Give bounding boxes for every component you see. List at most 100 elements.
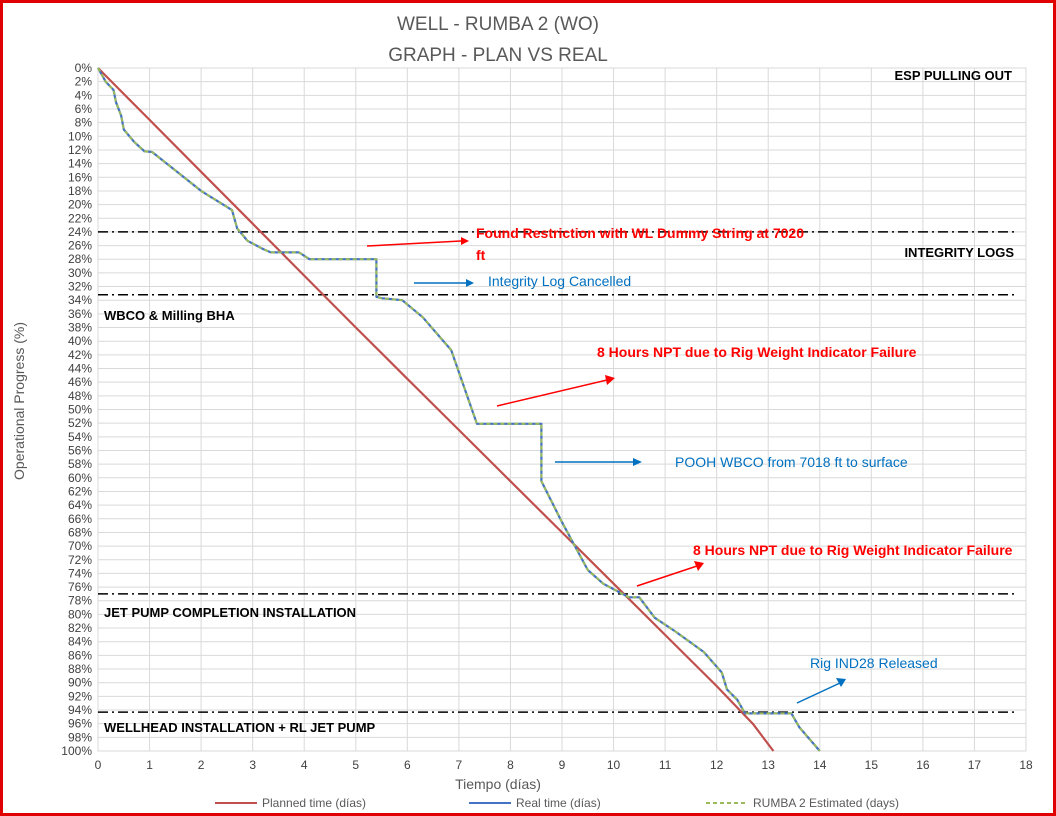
y-tick-label: 42% (68, 348, 92, 362)
x-tick-label: 7 (456, 758, 463, 772)
annotation-arrowhead-pooh (633, 458, 642, 466)
legend: Planned time (días) Real time (días) RUM… (215, 796, 899, 810)
y-tick-label: 50% (68, 403, 92, 417)
annotation-arrowhead-restriction (461, 237, 469, 245)
legend-label-estimated: RUMBA 2 Estimated (days) (753, 796, 899, 810)
chart-title: WELL - RUMBA 2 (WO) (397, 14, 599, 35)
phase-label-integrity-logs: INTEGRITY LOGS (904, 245, 1014, 260)
x-tick-label: 6 (404, 758, 411, 772)
annotation-arrowhead-integrity (466, 279, 474, 287)
y-tick-label: 24% (68, 225, 92, 239)
y-tick-label: 0% (75, 61, 93, 75)
x-tick-label: 17 (968, 758, 982, 772)
chart-subtitle: GRAPH - PLAN VS REAL (388, 45, 608, 66)
y-tick-label: 28% (68, 252, 92, 266)
annotation-rig-released: Rig IND28 Released (810, 655, 938, 671)
x-tick-label: 4 (301, 758, 308, 772)
legend-label-planned: Planned time (días) (262, 796, 366, 810)
x-tick-label: 14 (813, 758, 827, 772)
phase-label-jet-pump-completion: JET PUMP COMPLETION INSTALLATION (104, 605, 356, 620)
x-tick-label: 15 (865, 758, 879, 772)
y-tick-label: 10% (68, 129, 92, 143)
x-tick-label: 13 (762, 758, 776, 772)
x-tick-label: 8 (507, 758, 514, 772)
annotation-npt-1: 8 Hours NPT due to Rig Weight Indicator … (597, 344, 917, 360)
y-tick-label: 74% (68, 566, 92, 580)
annotation-restriction: Found Restriction with WL Dummy String a… (476, 225, 804, 241)
annotation-integrity-cancelled: Integrity Log Cancelled (488, 273, 631, 289)
x-tick-label: 16 (916, 758, 930, 772)
y-tick-label: 56% (68, 443, 92, 457)
annotation-arrow-restriction (366, 240, 462, 247)
y-tick-label: 98% (68, 730, 92, 744)
x-tick-label: 10 (607, 758, 621, 772)
y-tick-label: 22% (68, 211, 92, 225)
ticks-layer: 0 1 2 3 4 5 6 7 8 9 10 11 12 13 14 15 16 17 180%2%4%6%8%10… (61, 61, 1033, 772)
y-tick-label: 48% (68, 389, 92, 403)
annotation-restriction-line2: ft (476, 247, 486, 263)
y-tick-label: 52% (68, 416, 92, 430)
x-tick-label: 9 (559, 758, 566, 772)
y-tick-label: 62% (68, 484, 92, 498)
y-tick-label: 64% (68, 498, 92, 512)
y-tick-label: 82% (68, 621, 92, 635)
x-tick-label: 2 (198, 758, 205, 772)
x-tick-label: 0 (95, 758, 102, 772)
y-tick-label: 30% (68, 266, 92, 280)
y-tick-label: 76% (68, 580, 92, 594)
y-tick-label: 12% (68, 143, 92, 157)
annotation-arrowhead-rig-released (836, 678, 846, 687)
x-tick-label: 5 (352, 758, 359, 772)
phase-label-wbco-milling: WBCO & Milling BHA (104, 308, 235, 323)
phase-label-wellhead-installation: WELLHEAD INSTALLATION + RL JET PUMP (104, 720, 376, 735)
y-tick-label: 94% (68, 703, 92, 717)
y-tick-label: 96% (68, 717, 92, 731)
y-tick-label: 4% (75, 88, 93, 102)
phase-labels: ESP PULLING OUT INTEGRITY LOGS WBCO & Mi… (104, 68, 1014, 735)
y-tick-label: 72% (68, 553, 92, 567)
series-layer (97, 67, 821, 752)
y-tick-label: 20% (68, 198, 92, 212)
y-tick-label: 68% (68, 525, 92, 539)
y-tick-label: 86% (68, 648, 92, 662)
planned-time-line (97, 67, 775, 752)
y-tick-label: 34% (68, 293, 92, 307)
x-tick-label: 18 (1019, 758, 1033, 772)
y-tick-label: 78% (68, 594, 92, 608)
y-tick-label: 8% (75, 116, 93, 130)
annotation-arrowhead-npt-1 (605, 375, 615, 385)
y-tick-label: 100% (61, 744, 92, 758)
y-tick-label: 18% (68, 184, 92, 198)
y-tick-label: 36% (68, 307, 92, 321)
x-tick-label: 3 (249, 758, 256, 772)
y-axis-title: Operational Progress (%) (11, 322, 27, 480)
y-tick-label: 66% (68, 512, 92, 526)
y-tick-label: 26% (68, 239, 92, 253)
grid-layer (97, 67, 1027, 752)
y-tick-label: 92% (68, 689, 92, 703)
y-tick-label: 90% (68, 676, 92, 690)
legend-label-real: Real time (días) (516, 796, 601, 810)
annotation-arrow-rig-released (796, 682, 841, 704)
x-tick-label: 12 (710, 758, 724, 772)
y-tick-label: 84% (68, 635, 92, 649)
x-axis-title: Tiempo (días) (455, 776, 541, 792)
x-tick-label: 11 (659, 758, 672, 772)
y-tick-label: 44% (68, 362, 92, 376)
annotation-npt-2: 8 Hours NPT due to Rig Weight Indicator … (693, 542, 1013, 558)
x-tick-label: 1 (146, 758, 153, 772)
y-tick-label: 60% (68, 471, 92, 485)
y-tick-label: 38% (68, 321, 92, 335)
y-tick-label: 58% (68, 457, 92, 471)
annotation-arrowhead-npt-2 (694, 561, 704, 571)
estimated-line (97, 67, 821, 752)
y-tick-label: 80% (68, 607, 92, 621)
annotation-pooh-wbco: POOH WBCO from 7018 ft to surface (675, 454, 908, 470)
y-tick-label: 70% (68, 539, 92, 553)
phase-lines (98, 231, 1016, 713)
phase-label-esp-pulling-out: ESP PULLING OUT (895, 68, 1013, 83)
y-tick-label: 54% (68, 430, 92, 444)
y-tick-label: 2% (75, 75, 93, 89)
annotations: Found Restriction with WL Dummy String a… (366, 225, 1013, 704)
